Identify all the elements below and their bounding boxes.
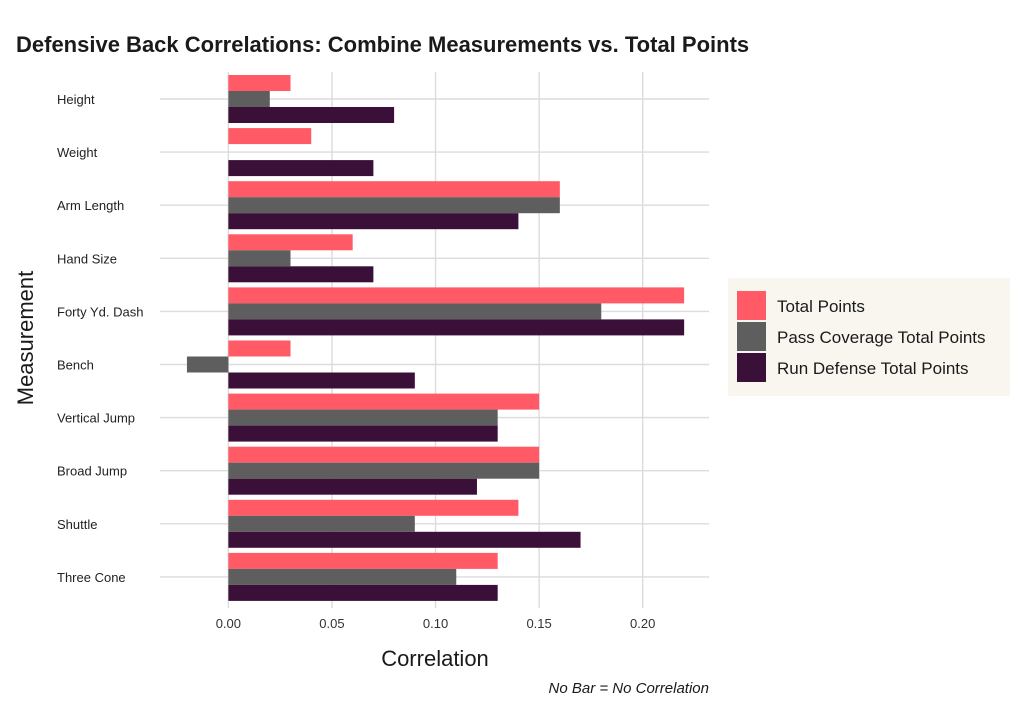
bar-total-points <box>228 287 685 304</box>
bar-total-points <box>228 340 291 357</box>
bar-pass-coverage-total-points <box>228 250 291 267</box>
bar-total-points <box>228 499 519 516</box>
bar-pass-coverage-total-points <box>228 515 415 532</box>
legend-swatch <box>737 353 766 382</box>
y-tick-label: Arm Length <box>57 198 124 213</box>
x-tick-label: 0.15 <box>526 616 551 631</box>
y-tick-label: Broad Jump <box>57 464 127 479</box>
bar-run-defense-total-points <box>228 478 477 495</box>
y-tick-label: Bench <box>57 358 94 373</box>
bar-pass-coverage-total-points <box>186 356 229 373</box>
bar-pass-coverage-total-points <box>228 409 498 426</box>
bar-pass-coverage-total-points <box>228 462 540 479</box>
y-tick-label: Three Cone <box>57 570 126 585</box>
legend: Total Points Pass Coverage Total Points Ru… <box>728 278 1010 396</box>
x-tick-label: 0.20 <box>630 616 655 631</box>
bar-total-points <box>228 75 291 91</box>
x-tick-label: 0.00 <box>216 616 241 631</box>
y-tick-label: Height <box>57 92 95 107</box>
y-axis-label: Measurement <box>13 271 38 406</box>
y-tick-label: Shuttle <box>57 517 97 532</box>
legend-label: Pass Coverage Total Points <box>777 328 986 347</box>
bar-pass-coverage-total-points <box>228 303 602 320</box>
bar-run-defense-total-points <box>228 584 498 601</box>
y-tick-label: Vertical Jump <box>57 411 135 426</box>
legend-background <box>728 278 1010 396</box>
bar-run-defense-total-points <box>228 425 498 442</box>
bar-total-points <box>228 446 540 463</box>
bar-total-points <box>228 393 540 410</box>
bar-run-defense-total-points <box>228 372 415 389</box>
chart-title: Defensive Back Correlations: Combine Mea… <box>16 32 749 57</box>
x-tick-label: 0.10 <box>423 616 448 631</box>
y-tick-label: Weight <box>57 145 98 160</box>
x-tick-label: 0.05 <box>319 616 344 631</box>
bar-run-defense-total-points <box>228 531 581 548</box>
bar-pass-coverage-total-points <box>228 197 560 214</box>
legend-swatch <box>737 291 766 320</box>
legend-swatch <box>737 322 766 351</box>
y-tick-label: Forty Yd. Dash <box>57 304 143 319</box>
bar-total-points <box>228 181 560 198</box>
bar-pass-coverage-total-points <box>228 91 270 107</box>
bar-run-defense-total-points <box>228 319 685 336</box>
bar-total-points <box>228 552 498 569</box>
bar-total-points <box>228 128 312 145</box>
x-axis-label: Correlation <box>381 646 489 671</box>
bar-run-defense-total-points <box>228 160 374 177</box>
y-tick-label: Hand Size <box>57 251 117 266</box>
legend-label: Run Defense Total Points <box>777 359 969 378</box>
bar-run-defense-total-points <box>228 213 519 230</box>
legend-label: Total Points <box>777 297 865 316</box>
bar-run-defense-total-points <box>228 266 374 283</box>
caption: No Bar = No Correlation <box>549 680 710 697</box>
bar-run-defense-total-points <box>228 107 395 123</box>
bar-pass-coverage-total-points <box>228 568 457 585</box>
bar-total-points <box>228 234 353 251</box>
